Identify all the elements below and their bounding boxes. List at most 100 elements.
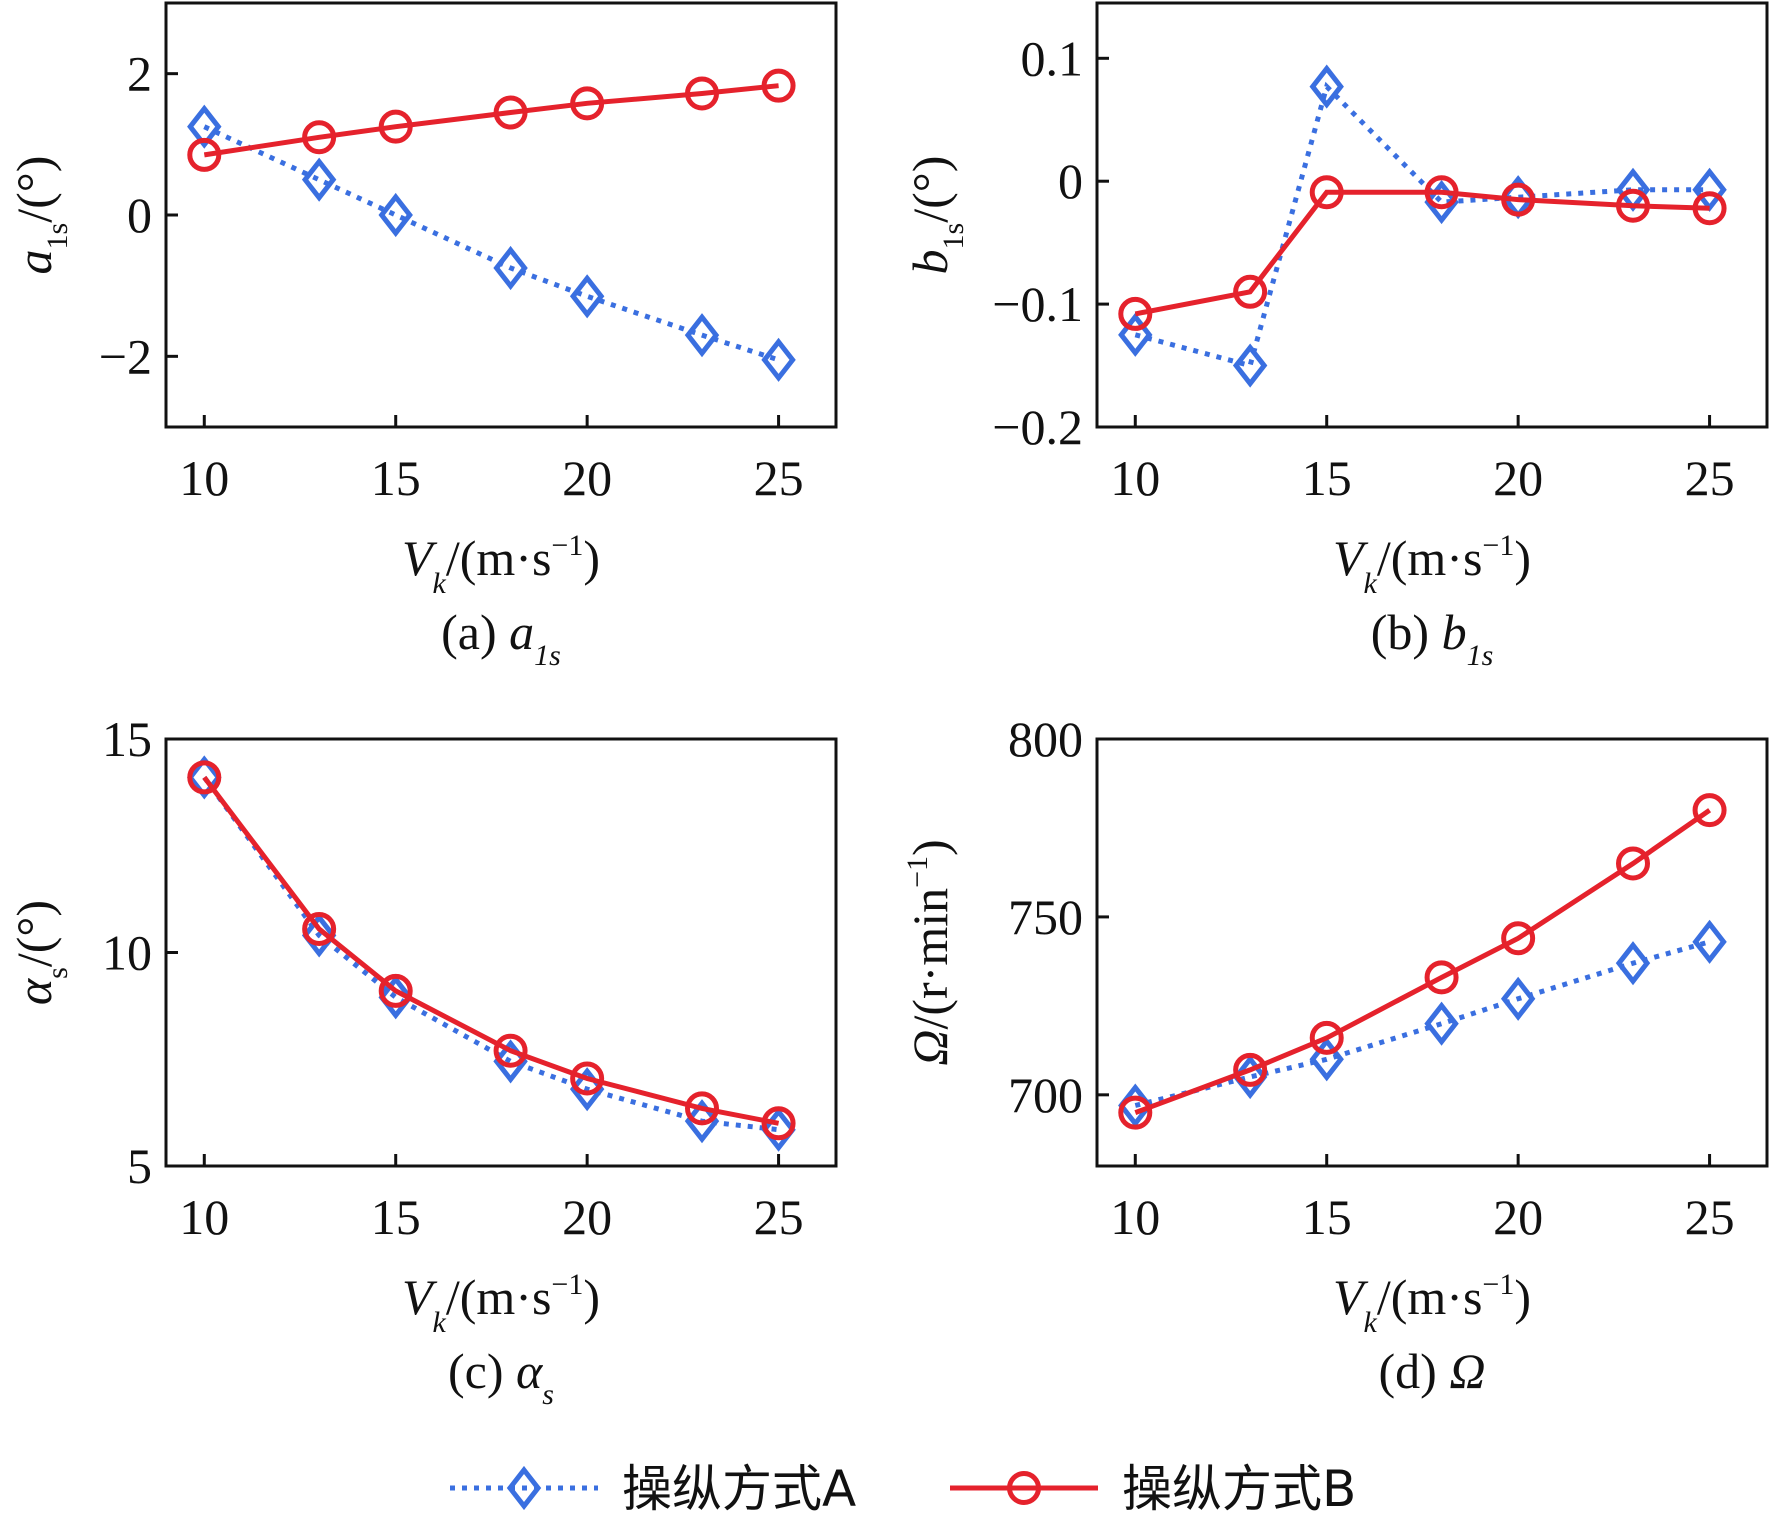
- data-point: [1501, 921, 1536, 956]
- y-axis-title: Ω/(r·min−1): [901, 839, 958, 1065]
- legend: 操纵方式A 操纵方式B: [450, 1460, 1356, 1517]
- y-tick-label: 750: [1008, 889, 1083, 945]
- x-axis-subscript: k: [1364, 1306, 1378, 1339]
- data-point: [187, 760, 222, 795]
- x-axis-close: ): [1514, 1269, 1531, 1325]
- y-tick-label: 700: [1008, 1067, 1083, 1123]
- y-tick-label: 5: [127, 1138, 152, 1194]
- series-b: [1118, 175, 1727, 331]
- data-point: [378, 109, 413, 144]
- x-axis-superscript: −1: [1482, 529, 1514, 562]
- y-tick-label: 10: [102, 925, 152, 981]
- x-axis-title: Vk/(m·s−1): [1333, 529, 1531, 600]
- data-point: [1692, 191, 1727, 226]
- x-tick-label: 10: [179, 450, 229, 506]
- plot-frame: [1095, 737, 1769, 1168]
- y-axis-subscript: s: [41, 967, 74, 979]
- data-point: [761, 1107, 796, 1152]
- data-point: [187, 137, 222, 172]
- y-axis-symbol: a: [6, 249, 62, 274]
- x-tick-label: 20: [562, 1189, 612, 1245]
- x-tick-label: 25: [1685, 450, 1735, 506]
- series-b: [187, 760, 796, 1141]
- data-point: [1692, 793, 1727, 828]
- y-axis-symbol: b: [902, 249, 958, 274]
- legend-label-b: 操纵方式B: [1122, 1460, 1356, 1517]
- data-point: [1501, 182, 1536, 217]
- x-tick-label: 15: [1302, 450, 1352, 506]
- x-tick-label: 10: [1110, 450, 1160, 506]
- data-point: [569, 274, 605, 319]
- series-b: [1118, 793, 1727, 1130]
- y-axis-symbol: α: [6, 977, 62, 1005]
- caption-symbol: a: [509, 604, 534, 660]
- data-point: [1309, 1020, 1344, 1055]
- series-line: [1134, 81, 1710, 369]
- y-axis-superscript: −1: [901, 856, 934, 888]
- data-point: [1424, 1001, 1459, 1046]
- x-tick-label: 25: [754, 450, 804, 506]
- legend-marker-a: [506, 1465, 542, 1511]
- plot-frame: [164, 1, 838, 429]
- x-tick-label: 15: [1302, 1189, 1352, 1245]
- data-point: [302, 912, 337, 947]
- data-point: [1118, 312, 1153, 357]
- series-line: [203, 83, 779, 158]
- y-tick-label: 0: [1058, 153, 1083, 209]
- data-point: [493, 1033, 528, 1068]
- data-point: [187, 755, 222, 800]
- data-point: [1615, 941, 1651, 986]
- caption-prefix: (c): [448, 1343, 516, 1399]
- data-point: [1309, 1037, 1344, 1082]
- x-axis-unit: /(m·s: [1377, 530, 1483, 586]
- data-point: [301, 913, 337, 958]
- y-tick-label: 0: [127, 187, 152, 243]
- data-point: [570, 1061, 605, 1096]
- data-point: [1233, 274, 1268, 309]
- y-axis-unit: /(°): [6, 156, 62, 223]
- x-axis-superscript: −1: [1482, 1268, 1514, 1301]
- y-axis-unit: /(°): [6, 900, 62, 967]
- panel-b1s: 10 15 20 25−0.2−0.100.1Vk/(m·s−1)b1s/(°)(b)…: [902, 1, 1769, 672]
- data-point: [1309, 64, 1344, 109]
- data-point: [378, 975, 413, 1020]
- data-point: [1500, 976, 1536, 1021]
- series-line: [1134, 808, 1712, 1115]
- caption-prefix: (d): [1379, 1343, 1450, 1399]
- y-axis-title: a1s/(°): [6, 156, 74, 275]
- data-point: [1424, 180, 1459, 225]
- x-axis-unit: /(m·s: [446, 530, 552, 586]
- x-tick-label: 20: [1493, 450, 1543, 506]
- y-tick-label: −2: [99, 328, 152, 384]
- x-tick-label: 15: [371, 450, 421, 506]
- x-tick-label: 25: [1685, 1189, 1735, 1245]
- series-a: [187, 755, 796, 1152]
- x-tick-label: 10: [1110, 1189, 1160, 1245]
- y-tick-label: −0.2: [992, 399, 1083, 455]
- x-axis-title: Vk/(m·s−1): [402, 1268, 600, 1339]
- data-point: [684, 1099, 720, 1144]
- series-line: [202, 775, 780, 1126]
- y-axis-title: αs/(°): [6, 900, 74, 1005]
- panel-caption: (a) a1s: [441, 604, 561, 672]
- y-tick-label: 15: [102, 711, 152, 767]
- y-axis-subscript: 1s: [937, 223, 970, 250]
- caption-symbol: Ω: [1449, 1343, 1485, 1399]
- x-axis-symbol: V: [402, 530, 438, 586]
- x-axis-subscript: k: [433, 1306, 447, 1339]
- x-axis-superscript: −1: [551, 529, 583, 562]
- data-point: [1424, 960, 1459, 995]
- data-point: [301, 157, 337, 202]
- legend-marker-b: [1007, 1471, 1041, 1505]
- x-axis-symbol: V: [1333, 1269, 1369, 1325]
- series-line: [203, 124, 780, 363]
- x-axis-unit: /(m·s: [1377, 1269, 1483, 1325]
- caption-symbol: α: [516, 1343, 544, 1399]
- data-point: [685, 1091, 719, 1126]
- series-a: [187, 104, 796, 382]
- data-point: [493, 245, 528, 291]
- data-point: [493, 95, 528, 130]
- x-axis-symbol: V: [1333, 530, 1369, 586]
- data-point: [1309, 175, 1344, 210]
